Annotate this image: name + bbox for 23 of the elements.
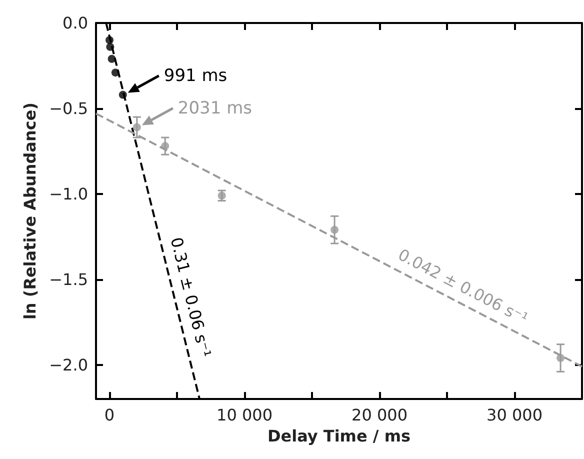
point: [108, 54, 116, 63]
point: [132, 123, 141, 132]
y-axis-title: ln (Relative Abundance): [20, 102, 40, 320]
y-tick-label: −0.5: [49, 98, 88, 118]
x-tick-label: 30 000: [486, 406, 542, 424]
annotation: 2031 ms: [178, 98, 252, 118]
x-axis-title: Delay Time / ms: [267, 426, 411, 446]
point: [330, 226, 339, 234]
point: [161, 142, 170, 150]
text: 0.31 ± 0.06 s⁻¹: [166, 235, 215, 360]
x-tick-label: 0: [104, 406, 115, 424]
point: [106, 42, 114, 51]
point: [106, 36, 114, 44]
y-tick-label: −2.0: [49, 355, 88, 374]
x-tick-label: 20 000: [352, 406, 408, 424]
y-tick-label: −1.0: [49, 184, 88, 204]
y-tick-label: −1.5: [49, 270, 88, 289]
point: [556, 354, 565, 362]
point: [111, 68, 120, 77]
x-tick-label: 10 000: [216, 406, 272, 424]
annotation: 991 ms: [164, 66, 228, 86]
y-tick-label: 0.0: [62, 14, 88, 32]
point: [118, 90, 127, 99]
